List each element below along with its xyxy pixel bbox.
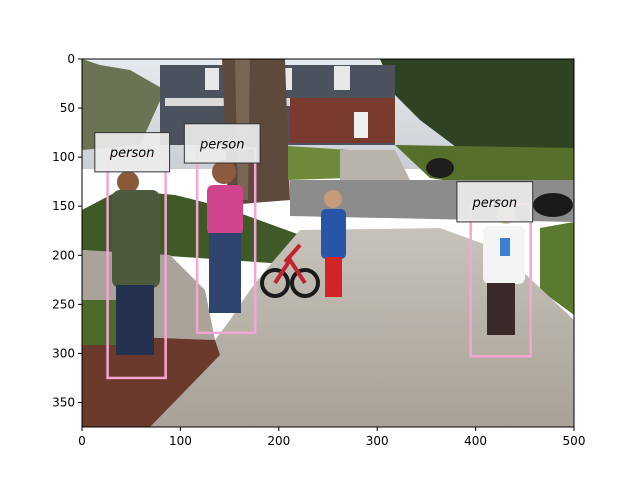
photo	[82, 59, 574, 427]
y-tick-label: 150	[52, 199, 75, 213]
label-background	[456, 181, 534, 223]
photo-brick-path	[82, 335, 220, 427]
person-label: person	[199, 137, 245, 152]
photo-child-3	[321, 190, 346, 297]
photo-lawn	[288, 146, 350, 180]
y-tick-label: 300	[52, 346, 75, 360]
photo-child-1	[112, 171, 160, 355]
y-tick-label: 0	[67, 52, 75, 66]
x-axis: 0 100 200 300 400 500	[78, 427, 585, 448]
label-background	[183, 123, 261, 164]
photo-child-2	[207, 160, 243, 313]
y-tick-label: 100	[52, 150, 75, 164]
y-tick-label: 200	[52, 248, 75, 262]
y-tick-label: 350	[52, 395, 75, 409]
y-axis: 0 50 100 150 200 250 300 350	[52, 52, 82, 409]
person-label: person	[472, 196, 518, 211]
x-tick-label: 500	[563, 434, 586, 448]
person-label: person	[109, 146, 155, 161]
x-tick-label: 400	[464, 434, 487, 448]
y-tick-label: 250	[52, 297, 75, 311]
x-tick-label: 0	[78, 434, 86, 448]
photo-driveway	[150, 228, 574, 427]
x-tick-label: 200	[267, 434, 290, 448]
photo-bike	[260, 243, 320, 298]
axes-frame	[81, 58, 575, 428]
annotations: person person person	[94, 123, 534, 380]
photo-trees-left	[82, 59, 165, 150]
x-tick-label: 100	[169, 434, 192, 448]
x-tick-label: 300	[366, 434, 389, 448]
label-background	[94, 132, 171, 173]
photo-house-front	[290, 98, 395, 143]
y-tick-label: 50	[60, 101, 75, 115]
